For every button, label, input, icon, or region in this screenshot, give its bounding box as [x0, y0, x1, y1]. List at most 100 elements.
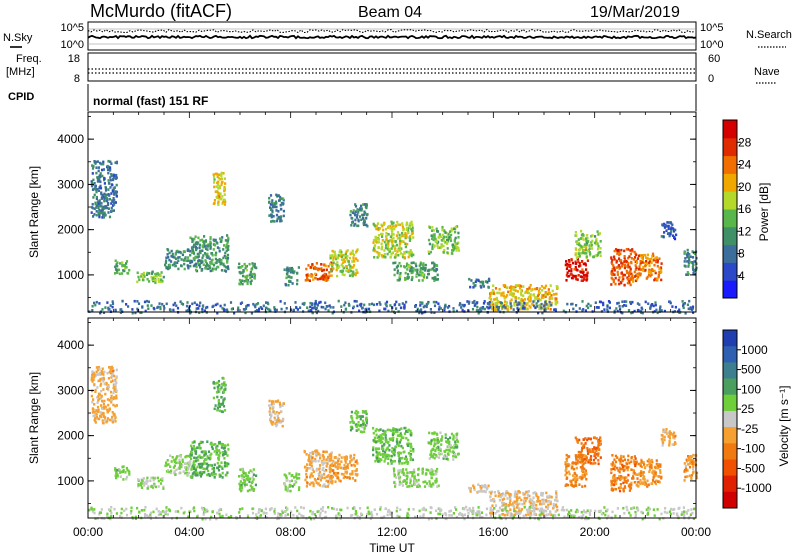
data-cell: [617, 273, 619, 276]
data-cell: [92, 179, 94, 182]
data-cell: [306, 463, 308, 466]
data-cell: [344, 468, 346, 471]
data-cell: [215, 254, 217, 257]
data-cell: [397, 444, 399, 447]
data-cell: [591, 234, 593, 237]
data-cell: [425, 472, 427, 475]
data-cell: [154, 273, 156, 276]
data-cell: [613, 273, 615, 276]
data-cell: [387, 454, 389, 457]
data-cell: [586, 255, 588, 258]
data-cell: [506, 286, 508, 289]
data-cell: [203, 263, 205, 266]
data-cell: [577, 260, 579, 263]
data-cell: [167, 249, 169, 252]
data-cell: [112, 404, 114, 407]
data-cell: [492, 284, 494, 287]
data-cell: [349, 421, 351, 424]
data-cell: [298, 486, 300, 489]
data-cell: [622, 460, 624, 463]
data-cell: [685, 273, 687, 276]
data-cell: [285, 488, 287, 491]
data-cell: [296, 283, 298, 286]
data-cell: [278, 216, 280, 219]
data-cell: [188, 462, 190, 465]
data-cell: [112, 306, 114, 309]
data-cell: [196, 304, 198, 307]
data-cell: [518, 490, 520, 493]
data-cell: [137, 478, 139, 481]
data-cell: [258, 308, 260, 311]
data-cell: [397, 249, 399, 252]
data-cell: [476, 309, 478, 312]
data-cell: [446, 251, 448, 254]
data-cell: [515, 284, 517, 287]
data-cell: [426, 469, 428, 472]
data-cell: [687, 265, 689, 268]
data-cell: [545, 506, 547, 509]
data-cell: [625, 304, 627, 307]
data-cell: [497, 490, 499, 493]
data-cell: [587, 303, 589, 306]
data-cell: [613, 267, 615, 270]
data-cell: [285, 283, 287, 286]
data-cell: [375, 447, 377, 450]
data-cell: [109, 198, 111, 201]
data-cell: [211, 474, 213, 477]
data-cell: [291, 480, 293, 483]
data-cell: [356, 300, 358, 303]
data-cell: [122, 478, 124, 481]
data-cell: [307, 467, 309, 470]
data-cell: [544, 308, 546, 311]
data-cell: [221, 269, 223, 272]
data-cell: [623, 455, 625, 458]
data-cell: [533, 305, 535, 308]
data-cell: [326, 269, 328, 272]
data-cell: [336, 261, 338, 264]
data-cell: [336, 275, 338, 278]
data-cell: [405, 437, 407, 440]
data-cell: [583, 238, 585, 241]
data-cell: [344, 301, 346, 304]
data-cell: [196, 446, 198, 449]
data-cell: [642, 269, 644, 272]
data-cell: [290, 490, 292, 493]
data-cell: [365, 224, 367, 227]
data-cell: [225, 266, 227, 269]
data-cell: [551, 496, 553, 499]
noise-search-label: N.Search: [746, 29, 792, 41]
data-cell: [410, 434, 412, 437]
data-cell: [362, 423, 364, 426]
data-cell: [329, 263, 331, 266]
data-cell: [192, 249, 194, 252]
data-cell: [110, 391, 112, 394]
freq-label-line2: [MHz]: [6, 66, 35, 78]
data-cell: [274, 413, 276, 416]
data-cell: [510, 503, 512, 506]
data-cell: [388, 449, 390, 452]
data-cell: [227, 265, 229, 268]
data-cell: [98, 209, 100, 212]
data-cell: [523, 302, 525, 305]
data-cell: [340, 305, 342, 308]
data-cell: [327, 485, 329, 488]
data-cell: [158, 280, 160, 283]
data-cell: [218, 400, 220, 403]
data-cell: [312, 453, 314, 456]
data-cell: [657, 261, 659, 264]
data-cell: [582, 252, 584, 255]
data-cell: [107, 417, 109, 420]
data-cell: [660, 271, 662, 274]
data-cell: [96, 214, 98, 217]
data-cell: [392, 427, 394, 430]
data-cell: [525, 514, 527, 517]
data-cell: [447, 247, 449, 250]
data-cell: [394, 474, 396, 477]
data-cell: [523, 500, 525, 503]
data-cell: [338, 254, 340, 257]
data-cell: [184, 456, 186, 459]
data-cell: [112, 178, 114, 181]
data-cell: [107, 169, 109, 172]
data-cell: [489, 295, 491, 298]
data-cell: [411, 270, 413, 273]
